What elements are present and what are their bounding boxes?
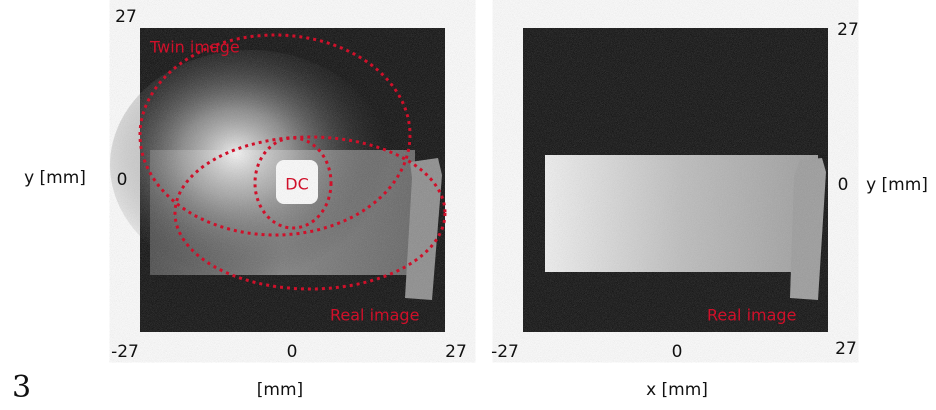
axis-label: x [mm]	[646, 380, 708, 400]
annotation: Real image	[707, 306, 796, 325]
annotation: Twin image	[149, 38, 240, 57]
figure-label: 3	[12, 370, 31, 405]
tick-label: 0	[672, 342, 683, 362]
tick-label: -27	[491, 342, 519, 362]
axis-label: [mm]	[257, 380, 303, 400]
tick-label: 0	[117, 170, 128, 190]
axis-label: y [mm]	[866, 175, 928, 195]
tick-label: 0	[287, 342, 298, 362]
right-image	[523, 28, 828, 332]
tick-label: -27	[111, 342, 139, 362]
axis-label: y [mm]	[24, 168, 86, 188]
tick-label: 0	[838, 175, 849, 195]
figure: Twin image DC Real image Real image 3 27…	[0, 0, 936, 410]
annotation: Real image	[330, 306, 419, 325]
tick-label: 27	[835, 339, 857, 359]
tick-label: 27	[115, 7, 137, 27]
tick-label: 27	[837, 20, 859, 40]
annotation: DC	[285, 175, 309, 194]
left-image	[110, 28, 445, 332]
tick-label: 27	[445, 342, 467, 362]
